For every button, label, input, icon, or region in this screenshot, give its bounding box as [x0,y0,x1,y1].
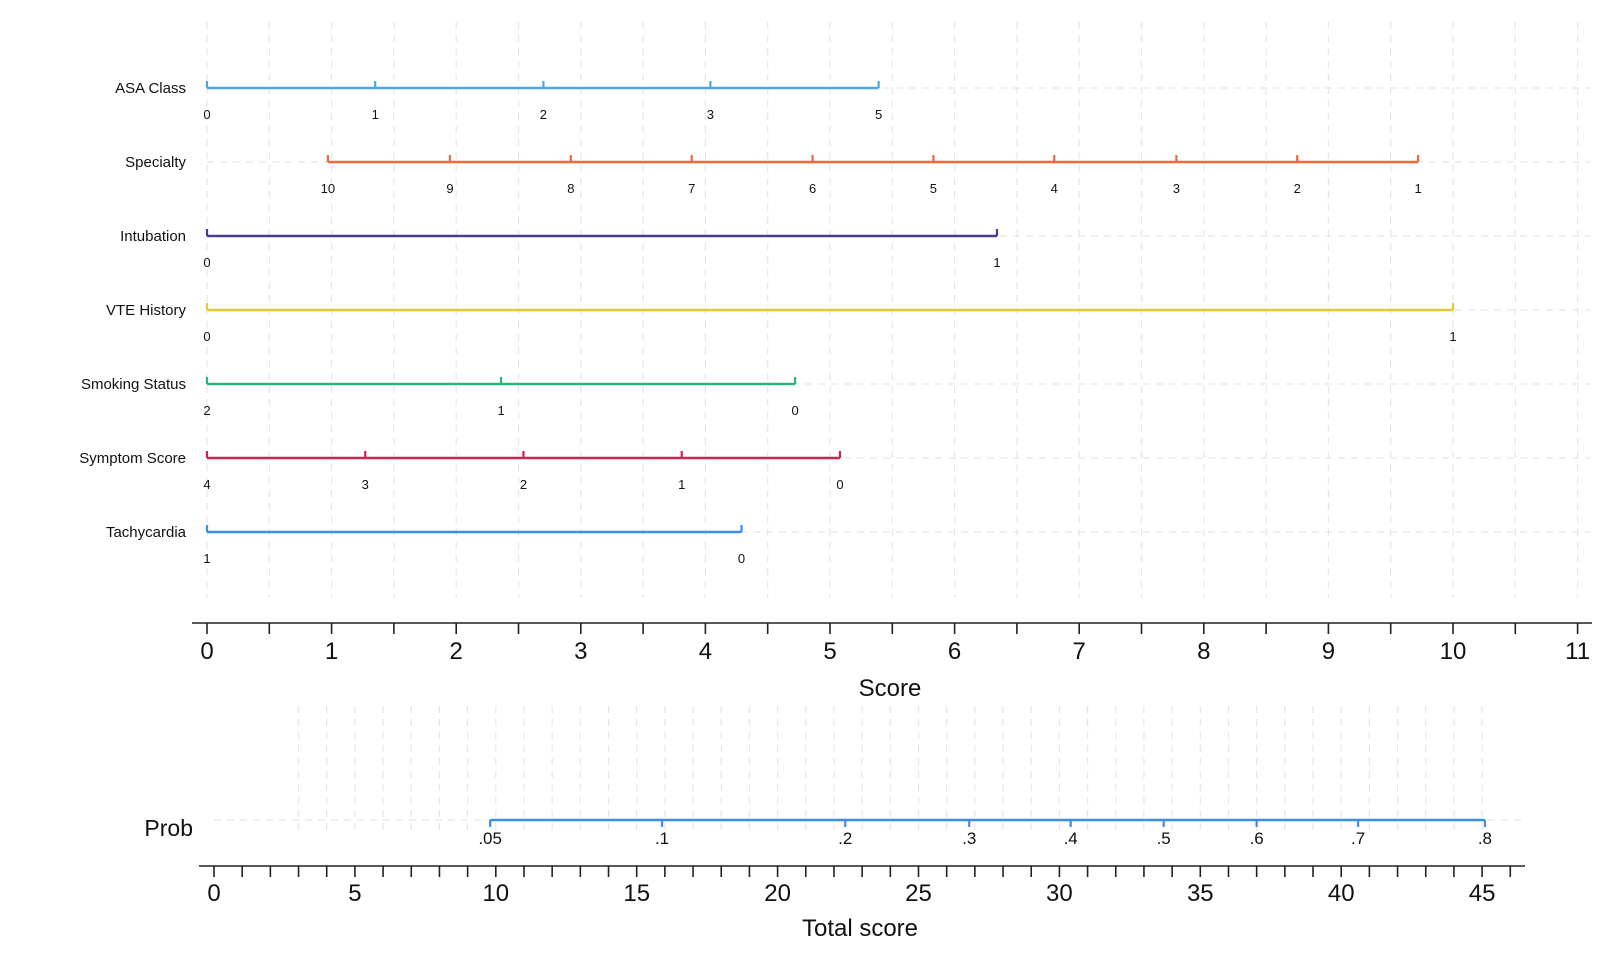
level-label: 5 [930,181,937,196]
total-score-tick-label: 10 [482,880,509,907]
level-label: 0 [203,255,210,270]
prob-tick-label: .2 [838,829,852,848]
total-score-tick-label: 0 [207,880,220,907]
variable-label: Symptom Score [79,450,186,467]
level-label: 3 [362,477,369,492]
prob-tick-label: .6 [1250,829,1264,848]
total-score-axis: 0 5 10 15 20 25 30 35 40 45 [199,865,1525,907]
level-label: 0 [738,551,745,566]
prob-tick-label: .8 [1478,829,1492,848]
score-tick-label: 11 [1565,638,1590,665]
variable-row: ASA Class 0 1 2 3 5 [115,80,882,122]
level-label: 3 [707,107,714,122]
total-score-tick-label: 25 [905,880,932,907]
level-label: 2 [203,403,210,418]
prob-label: Prob [144,815,193,841]
level-label: 0 [203,107,210,122]
level-label: 10 [321,181,335,196]
total-score-tick-label: 30 [1046,880,1073,907]
level-label: 6 [809,181,816,196]
score-tick-label: 2 [450,638,463,665]
level-label: 9 [446,181,453,196]
prob-tick-label: .4 [1064,829,1078,848]
prob-tick-label: .05 [478,829,502,848]
score-axis-label: Score [859,675,922,702]
prob-scale: .05 .1 .2 .3 .4 .5 .6 .7 .8 [478,818,1492,848]
variable-label: VTE History [106,302,187,319]
level-label: 2 [540,107,547,122]
score-tick-label: 3 [574,638,587,665]
score-axis: 0 1 2 3 4 5 6 7 8 9 10 11 [192,622,1592,665]
score-tick-label: 10 [1440,638,1467,665]
level-label: 3 [1173,181,1180,196]
total-score-tick-label: 35 [1187,880,1214,907]
level-label: 2 [1294,181,1301,196]
variable-label: Specialty [125,154,186,171]
total-score-tick-label: 20 [764,880,791,907]
total-score-tick-label: 45 [1469,880,1496,907]
level-label: 5 [875,107,882,122]
total-score-tick-label: 5 [348,880,361,907]
level-label: 4 [1051,181,1058,196]
level-label: 0 [203,329,210,344]
variable-row: Intubation 0 1 [120,228,1000,270]
variable-row: Tachycardia 1 0 [106,524,745,566]
level-label: 0 [836,477,843,492]
total-score-tick-label: 15 [623,880,650,907]
score-tick-label: 9 [1322,638,1335,665]
level-label: 1 [497,403,504,418]
level-label: 8 [567,181,574,196]
level-label: 1 [1414,181,1421,196]
total-score-tick-label: 40 [1328,880,1355,907]
level-label: 1 [993,255,1000,270]
total-score-axis-label: Total score [802,915,918,942]
prob-tick-label: .5 [1157,829,1171,848]
variable-row: Smoking Status 2 1 0 [81,376,799,418]
variable-label: ASA Class [115,80,186,97]
prob-tick-label: .7 [1351,829,1365,848]
level-label: 7 [688,181,695,196]
level-label: 1 [1449,329,1456,344]
score-tick-label: 4 [699,638,712,665]
level-label: 1 [678,477,685,492]
level-label: 0 [791,403,798,418]
level-label: 4 [203,477,210,492]
variable-label: Tachycardia [106,524,187,541]
score-tick-label: 8 [1197,638,1210,665]
level-label: 2 [520,477,527,492]
variable-row: Symptom Score 4 3 2 1 0 [79,450,843,492]
score-tick-label: 1 [325,638,338,665]
variable-label: Intubation [120,228,186,245]
prob-tick-label: .3 [962,829,976,848]
variable-label: Smoking Status [81,376,186,393]
score-tick-label: 7 [1073,638,1086,665]
level-label: 1 [203,551,210,566]
level-label: 1 [372,107,379,122]
prob-tick-label: .1 [655,829,669,848]
variable-row: VTE History 0 1 [106,302,1457,344]
score-tick-label: 5 [823,638,836,665]
variable-row: Specialty 10 9 8 7 6 5 4 3 2 1 [125,154,1422,196]
score-tick-label: 6 [948,638,961,665]
bottom-panel-grid [214,706,1525,834]
score-tick-label: 0 [200,638,213,665]
